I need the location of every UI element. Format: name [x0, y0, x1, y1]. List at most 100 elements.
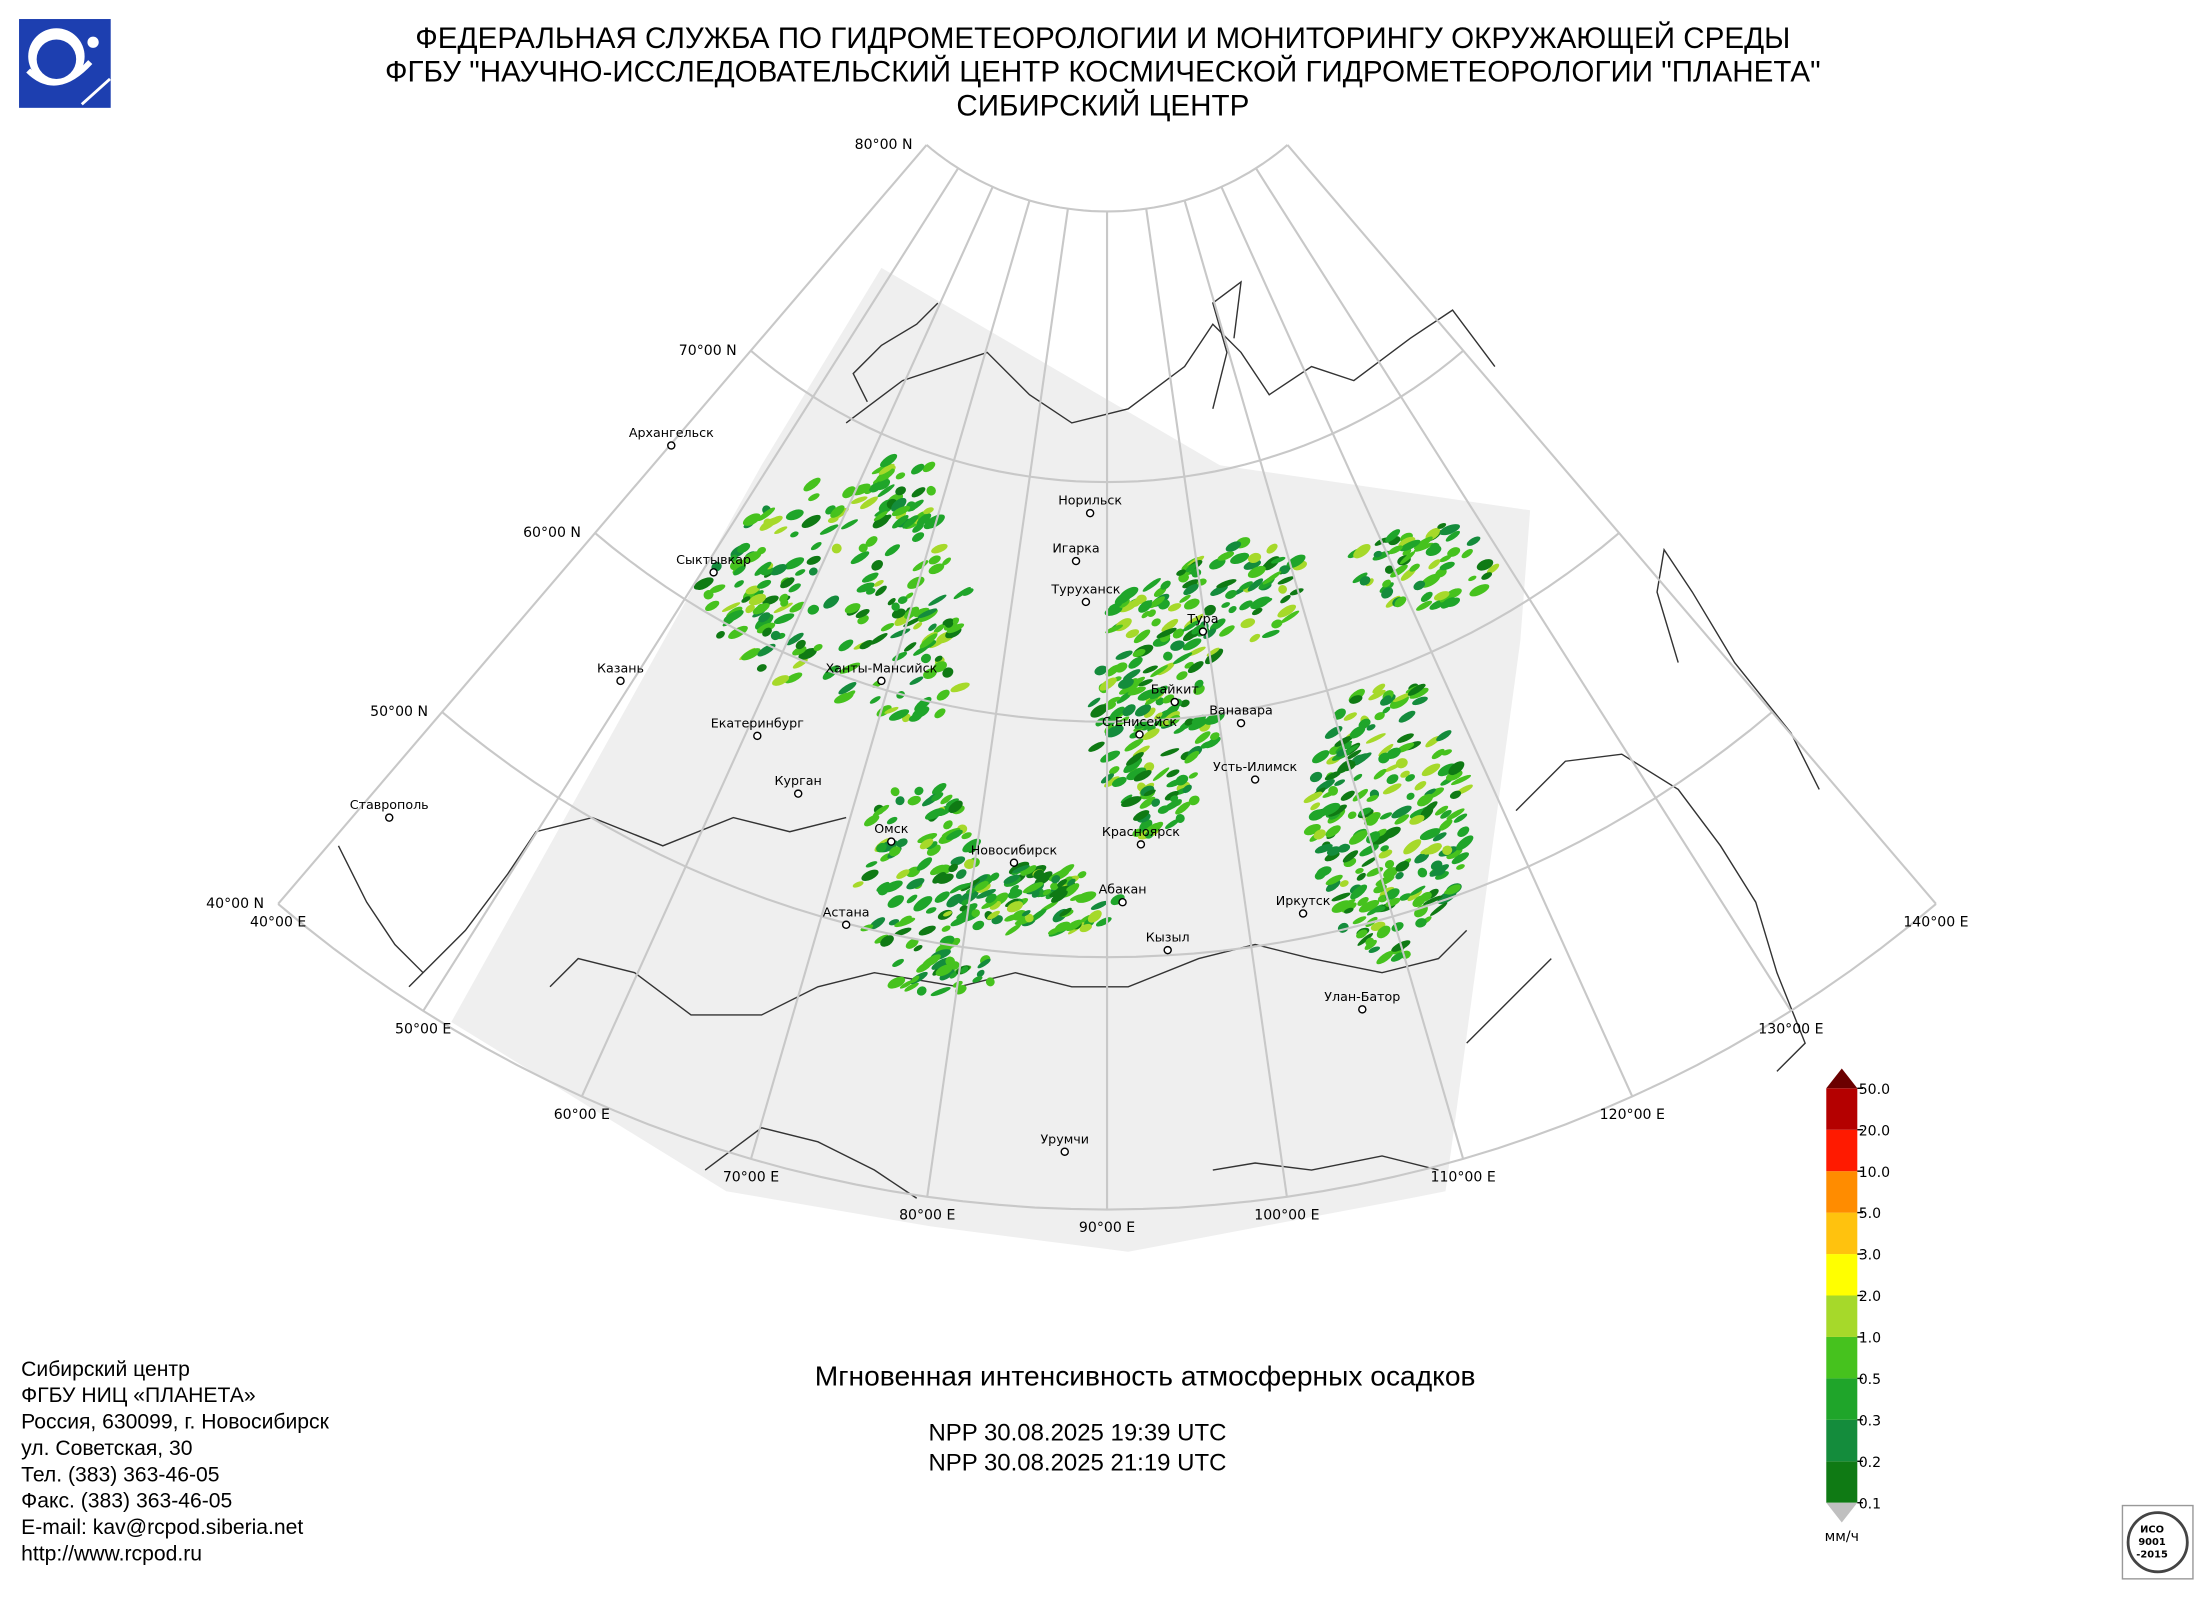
legend-unit: мм/ч — [1825, 1529, 1859, 1545]
precip-cell — [1325, 879, 1341, 892]
header-line: ФЕДЕРАЛЬНАЯ СЛУЖБА ПО ГИДРОМЕТЕОРОЛОГИИ … — [415, 21, 1790, 55]
precip-cell — [773, 613, 795, 625]
precip-cell — [1434, 805, 1449, 816]
precip-cell — [831, 543, 842, 554]
precip-cell — [961, 899, 970, 906]
precip-cell — [773, 602, 793, 614]
precip-cell — [1271, 619, 1283, 629]
precip-cell — [728, 625, 748, 639]
city-label: Улан-Батор — [1324, 989, 1400, 1004]
precip-cell — [1413, 536, 1433, 550]
precip-cell — [919, 633, 938, 649]
precip-cell — [1261, 629, 1280, 638]
precip-cell — [1339, 898, 1356, 909]
precip-cell — [1156, 627, 1177, 639]
precip-cell — [917, 833, 938, 844]
meridian — [1183, 200, 1465, 1160]
lon-label: 90°00 E — [1079, 1220, 1135, 1236]
precip-cell — [1188, 752, 1198, 760]
precip-cell — [742, 513, 761, 526]
lon-label: 120°00 E — [1600, 1107, 1665, 1123]
precip-cell — [1100, 750, 1121, 763]
city-marker — [385, 813, 394, 822]
precip-cell — [1366, 794, 1379, 802]
city-label: Байкит — [1151, 682, 1200, 697]
precip-cell — [838, 682, 857, 695]
precip-cell — [1355, 867, 1364, 874]
precip-cell — [1200, 740, 1214, 749]
precip-cell — [1324, 771, 1341, 781]
precip-cell — [906, 894, 918, 904]
precip-cell — [1390, 564, 1408, 578]
precip-cell — [1149, 685, 1168, 700]
legend: 0.1 0.2 0.3 0.5 1.0 2.0 3.0 5.0 10.0 20.0 50.0 мм/ч — [1825, 1068, 1890, 1545]
precip-cell — [1142, 665, 1158, 674]
precip-cell — [964, 859, 976, 869]
precip-cell — [1352, 916, 1367, 925]
precip-cell — [1079, 923, 1092, 933]
precip-cell — [1445, 770, 1463, 781]
precip-cell — [1433, 591, 1450, 601]
precip-cell — [1481, 572, 1493, 580]
precip-cell — [1182, 579, 1199, 589]
precip-cell — [1124, 738, 1144, 752]
city-marker — [1250, 775, 1260, 784]
precip-cell — [1163, 651, 1173, 661]
precip-cell — [916, 986, 927, 996]
precip-cell — [1133, 629, 1151, 644]
precip-cell — [1221, 602, 1231, 608]
contact-line: ФГБУ НИЦ «ПЛАНЕТА» — [21, 1384, 255, 1407]
precip-cell — [1353, 544, 1371, 559]
cert-text: 9001 — [2138, 1537, 2166, 1548]
precip-cell — [762, 627, 772, 637]
precip-cell — [891, 602, 900, 611]
precip-cell — [1209, 618, 1226, 631]
precip-cell — [1352, 572, 1368, 584]
precip-cell — [960, 966, 969, 974]
contact-line: Факс. (383) 363-46-05 — [21, 1490, 232, 1513]
precip-cell — [985, 977, 995, 987]
precip-cell — [962, 588, 974, 596]
precip-cell — [928, 594, 947, 606]
precip-cell — [1366, 724, 1376, 731]
precip-cell — [1134, 720, 1149, 730]
precip-cell — [1320, 802, 1341, 816]
precip-cell — [935, 964, 954, 977]
precip-cell — [860, 496, 878, 510]
precip-cell — [693, 577, 714, 590]
precip-cell — [1373, 550, 1383, 558]
precip-cell — [1003, 874, 1020, 884]
precip-cell — [1379, 812, 1393, 820]
city-marker — [793, 789, 803, 798]
precip-cell — [1077, 871, 1087, 879]
precip-cell — [953, 587, 971, 600]
precip-cell — [932, 661, 947, 673]
contact-line: Сибирский центр — [21, 1358, 190, 1381]
precip-cell — [798, 647, 817, 660]
precip-cell — [941, 827, 961, 838]
precip-cell — [1164, 790, 1179, 801]
precip-cell — [1271, 556, 1286, 564]
precip-cell — [930, 987, 951, 997]
lon-label: 100°00 E — [1254, 1207, 1319, 1223]
precip-cell — [934, 708, 946, 719]
precip-cell — [948, 863, 959, 873]
precip-cell — [1420, 591, 1433, 602]
precip-cell — [950, 682, 970, 693]
precip-cell — [1382, 706, 1391, 714]
city-marker — [753, 731, 762, 741]
precip-cell — [974, 880, 989, 892]
city-label: Абакан — [1099, 882, 1147, 897]
precip-cell — [1022, 882, 1044, 894]
precip-cell — [1368, 946, 1380, 953]
precip-cell — [1328, 804, 1347, 817]
precip-cell — [1365, 733, 1386, 744]
precip-cell — [784, 557, 805, 570]
precip-cell — [1185, 563, 1198, 573]
precip-cell — [1469, 584, 1490, 597]
precip-cell — [926, 841, 938, 850]
city-label: Астана — [823, 904, 870, 919]
precip-cell — [1051, 890, 1068, 903]
precip-cell — [1409, 814, 1425, 825]
precip-cell — [1042, 889, 1052, 896]
